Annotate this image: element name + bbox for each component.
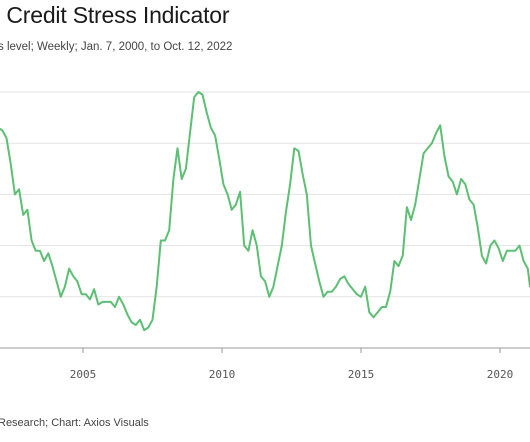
x-tick-label: 2020 (487, 368, 514, 381)
x-tick-label: 2010 (209, 368, 236, 381)
chart-title: . Credit Stress Indicator (0, 2, 230, 28)
x-tick-label: 2005 (70, 368, 97, 381)
x-tick-label: 2015 (348, 368, 375, 381)
series-line (0, 91, 530, 332)
chart-source: Research; Chart: Axios Visuals (0, 417, 149, 429)
x-axis-ticks: 2005 2010 2015 2020 (70, 348, 514, 381)
gridlines (0, 91, 530, 349)
chart-subtitle: s level; Weekly; Jan. 7, 2000, to Oct. 1… (0, 41, 233, 53)
